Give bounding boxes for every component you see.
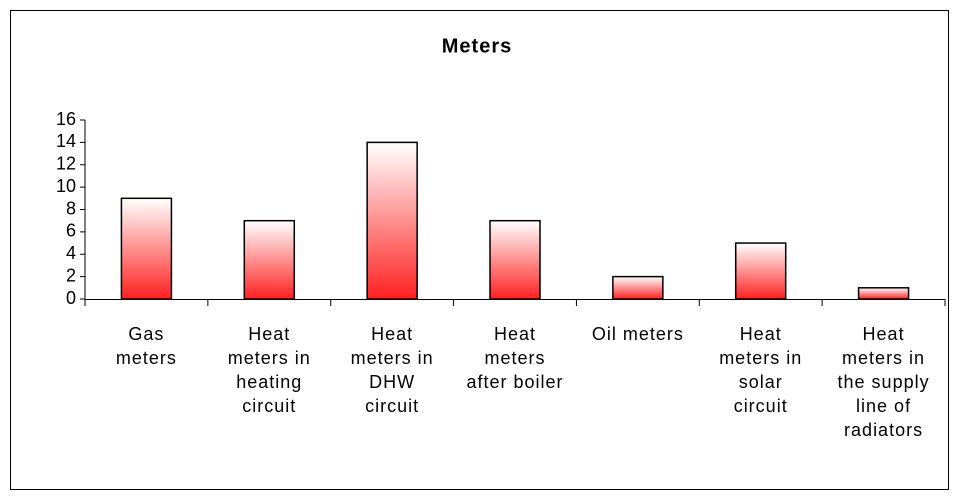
- y-tick-label: 16: [56, 109, 76, 129]
- x-tick-label: Heat meters after boiler: [466, 324, 564, 392]
- y-tick-label: 8: [66, 198, 76, 218]
- y-tick-label: 2: [66, 265, 76, 285]
- bar: [489, 219, 541, 300]
- y-tick-label: 12: [56, 154, 76, 174]
- x-tick-label: Heat meters in the supply line of radiat…: [837, 324, 930, 440]
- bar: [120, 197, 173, 300]
- x-tick-label: Heat meters in solar circuit: [719, 324, 803, 416]
- y-tick-label: 10: [56, 176, 76, 196]
- y-tick-label: 0: [66, 288, 76, 308]
- y-tick-label: 14: [56, 131, 76, 151]
- x-tick-label: Heat meters in DHW circuit: [350, 324, 434, 416]
- bar: [243, 219, 296, 300]
- bar: [612, 275, 664, 300]
- x-tick-label: Gas meters: [115, 324, 177, 368]
- x-tick-label: Heat meters in heating circuit: [227, 324, 311, 416]
- y-tick-label: 6: [66, 221, 76, 241]
- y-tick-label: 4: [66, 243, 76, 263]
- bar: [734, 242, 787, 300]
- bar: [366, 141, 418, 300]
- bar: [857, 287, 910, 300]
- chart-title: Meters: [442, 35, 512, 57]
- x-tick-label: Oil meters: [591, 324, 684, 344]
